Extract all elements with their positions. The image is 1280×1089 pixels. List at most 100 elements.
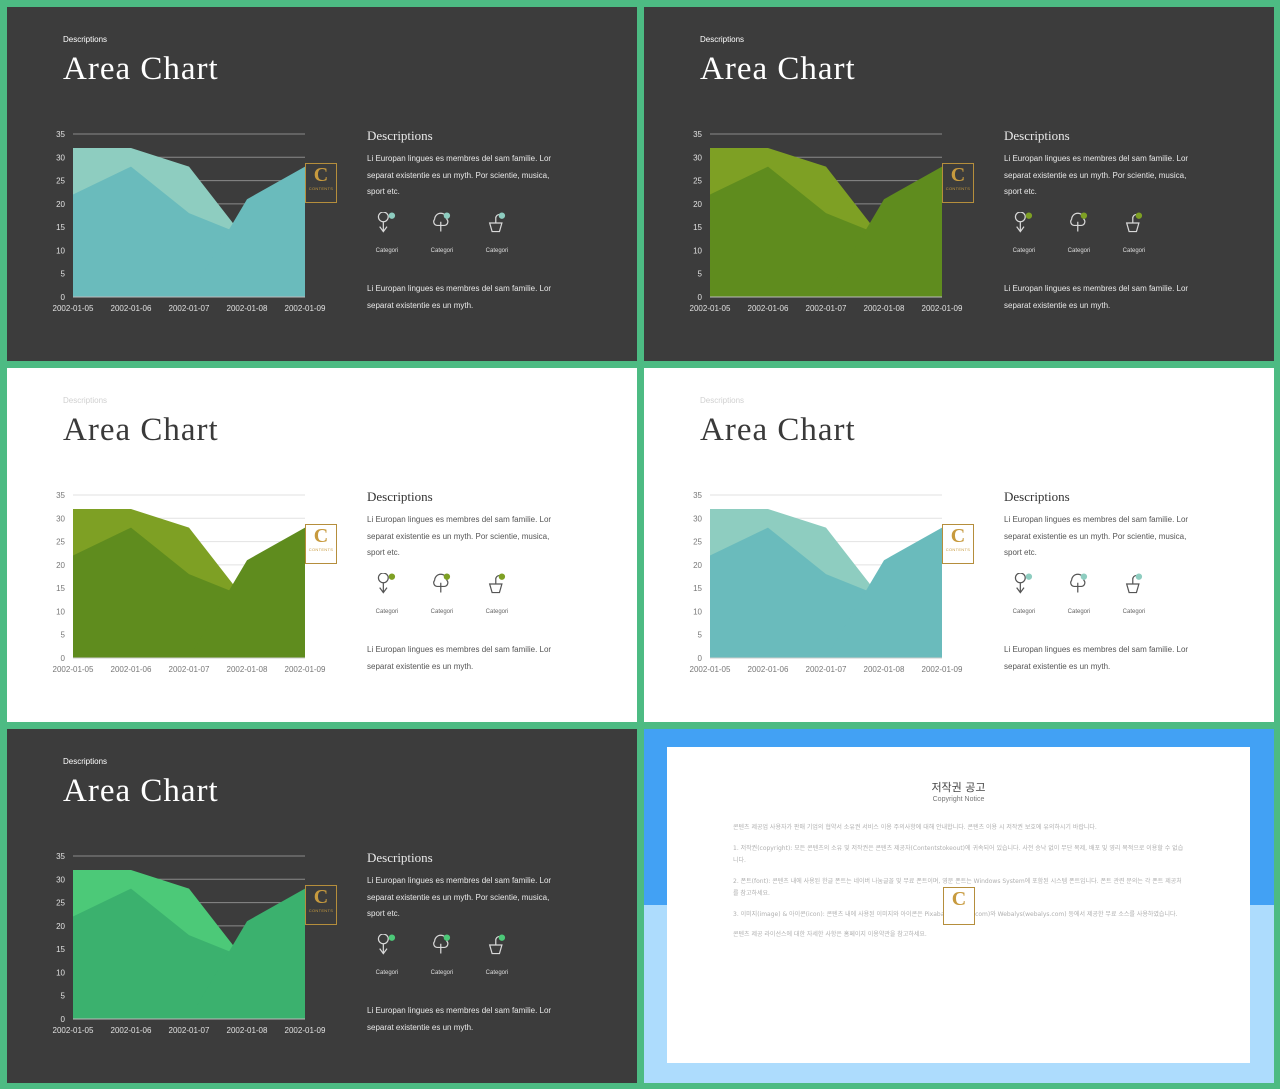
accent-dot bbox=[443, 212, 451, 219]
y-tick-label: 30 bbox=[693, 153, 702, 162]
slide-4[interactable]: Descriptions Area Chart 0 5 10 15 20 25 30 35 2002… bbox=[644, 368, 1274, 722]
category-item[interactable]: Categori bbox=[475, 573, 519, 615]
slide-1[interactable]: Descriptions Area Chart 0 5 10 15 20 25 30 35 2002… bbox=[7, 7, 637, 361]
y-tick-label: 35 bbox=[693, 130, 702, 139]
x-tick-label: 2002-01-08 bbox=[864, 304, 905, 313]
panel-title: Descriptions bbox=[367, 489, 433, 504]
x-tick-label: 2002-01-09 bbox=[922, 665, 963, 674]
x-tick-label: 2002-01-08 bbox=[227, 1026, 268, 1035]
x-tick-label: 2002-01-09 bbox=[285, 304, 326, 313]
x-tick-label: 2002-01-08 bbox=[864, 665, 905, 674]
slide-title: Area Chart bbox=[700, 51, 856, 87]
x-tick-label: 2002-01-06 bbox=[748, 665, 789, 674]
y-tick-label: 25 bbox=[693, 177, 702, 186]
panel-paragraph: Li Europan lingues es membres del sam fa… bbox=[367, 154, 552, 196]
y-tick-label: 35 bbox=[56, 491, 65, 500]
tree-icon bbox=[1070, 573, 1088, 593]
slide-2[interactable]: Descriptions Area Chart 0 5 10 15 20 25 30 35 2002… bbox=[644, 7, 1274, 361]
y-tick-label: 20 bbox=[56, 922, 65, 931]
category-item[interactable]: Categori bbox=[420, 212, 464, 254]
accent-dot bbox=[443, 573, 451, 580]
slide-copyright-notice[interactable]: 저작권 공고 Copyright Notice 콘텐츠 제공업 사용자가 판매 … bbox=[644, 729, 1274, 1083]
y-tick-label: 5 bbox=[698, 270, 703, 279]
category-label: Categori bbox=[430, 248, 454, 254]
slide-5[interactable]: Descriptions Area Chart 0 5 10 15 20 25 30 35 2002… bbox=[7, 729, 637, 1083]
tree-icon bbox=[433, 934, 451, 954]
panel-paragraph: Li Europan lingues es membres del sam fa… bbox=[1004, 515, 1189, 557]
category-item[interactable]: Categori bbox=[475, 934, 519, 976]
category-label: Categori bbox=[1067, 609, 1091, 615]
accent-dot bbox=[388, 934, 396, 941]
area-chart: 0 5 10 15 20 25 30 35 2002-01-05 2002-01-06 2002-0… bbox=[690, 130, 963, 313]
flower-bouquet-icon bbox=[1014, 573, 1033, 594]
category-item[interactable]: Categori bbox=[365, 212, 409, 254]
x-tick-label: 2002-01-06 bbox=[111, 304, 152, 313]
y-tick-label: 30 bbox=[693, 514, 702, 523]
accent-dot bbox=[388, 573, 396, 580]
category-label: Categori bbox=[485, 248, 509, 254]
logo-letter: C bbox=[950, 525, 966, 547]
y-tick-label: 20 bbox=[56, 200, 65, 209]
panel-paragraph: Li Europan lingues es membres del sam fa… bbox=[367, 1006, 552, 1032]
category-item[interactable]: Categori bbox=[475, 212, 519, 254]
category-item[interactable]: Categori bbox=[420, 573, 464, 615]
y-tick-label: 20 bbox=[693, 561, 702, 570]
x-tick-label: 2002-01-09 bbox=[922, 304, 963, 313]
category-item[interactable]: Categori bbox=[1112, 573, 1156, 615]
area-series-3 bbox=[73, 527, 305, 658]
category-item[interactable]: Categori bbox=[1057, 573, 1101, 615]
brand-logo: C bbox=[943, 887, 975, 925]
slide-3[interactable]: Descriptions Area Chart 0 5 10 15 20 25 30 35 2002… bbox=[7, 368, 637, 722]
category-item[interactable]: Categori bbox=[420, 934, 464, 976]
x-tick-label: 2002-01-07 bbox=[169, 665, 210, 674]
potted-plant-icon bbox=[1125, 212, 1143, 233]
accent-dot bbox=[498, 934, 506, 941]
category-label: Categori bbox=[430, 970, 454, 976]
accent-dot bbox=[1135, 573, 1143, 580]
notice-subtitle: Copyright Notice bbox=[932, 796, 985, 803]
tree-icon bbox=[433, 212, 451, 232]
y-tick-label: 5 bbox=[61, 270, 66, 279]
area-series-3 bbox=[710, 166, 942, 297]
panel-paragraph: Li Europan lingues es membres del sam fa… bbox=[1004, 154, 1189, 196]
x-tick-label: 2002-01-05 bbox=[690, 304, 731, 313]
logo-text: CONTENTS bbox=[945, 547, 971, 552]
category-item[interactable]: Categori bbox=[1002, 573, 1046, 615]
y-tick-label: 10 bbox=[693, 607, 702, 616]
y-tick-label: 10 bbox=[56, 607, 65, 616]
category-item[interactable]: Categori bbox=[1057, 212, 1101, 254]
brand-logo: C CONTENTS bbox=[305, 163, 337, 203]
x-tick-label: 2002-01-06 bbox=[111, 665, 152, 674]
category-item[interactable]: Categori bbox=[365, 573, 409, 615]
panel-paragraph: Li Europan lingues es membres del sam fa… bbox=[367, 645, 552, 671]
notice-body: 콘텐츠 제공업 사용자가 판매 기업의 협약서 소유권 서비스 이용 주의사항에… bbox=[733, 822, 1185, 950]
panel-title: Descriptions bbox=[1004, 489, 1070, 504]
y-tick-label: 15 bbox=[56, 584, 65, 593]
area-chart: 0 5 10 15 20 25 30 35 2002-01-05 2002-01-06 2002-0… bbox=[690, 491, 963, 674]
category-item[interactable]: Categori bbox=[1112, 212, 1156, 254]
x-tick-label: 2002-01-07 bbox=[806, 304, 847, 313]
category-item[interactable]: Categori bbox=[365, 934, 409, 976]
tree-icon bbox=[1070, 212, 1088, 232]
flower-bouquet-icon bbox=[377, 573, 396, 594]
y-tick-label: 15 bbox=[56, 223, 65, 232]
y-tick-label: 25 bbox=[693, 538, 702, 547]
y-tick-label: 30 bbox=[56, 514, 65, 523]
x-tick-label: 2002-01-08 bbox=[227, 304, 268, 313]
logo-letter: C bbox=[950, 164, 966, 186]
x-tick-label: 2002-01-09 bbox=[285, 1026, 326, 1035]
y-tick-label: 10 bbox=[693, 246, 702, 255]
logo-letter: C bbox=[313, 886, 329, 908]
category-item[interactable]: Categori bbox=[1002, 212, 1046, 254]
accent-dot bbox=[1080, 212, 1088, 219]
y-tick-label: 20 bbox=[56, 561, 65, 570]
category-label: Categori bbox=[375, 609, 399, 615]
y-tick-label: 35 bbox=[693, 491, 702, 500]
y-tick-label: 5 bbox=[61, 631, 66, 640]
panel-paragraph: Li Europan lingues es membres del sam fa… bbox=[367, 515, 552, 557]
area-series-3 bbox=[710, 527, 942, 658]
x-tick-label: 2002-01-06 bbox=[111, 1026, 152, 1035]
panel-title: Descriptions bbox=[367, 850, 433, 865]
category-label: Categori bbox=[430, 609, 454, 615]
y-tick-label: 5 bbox=[61, 992, 66, 1001]
